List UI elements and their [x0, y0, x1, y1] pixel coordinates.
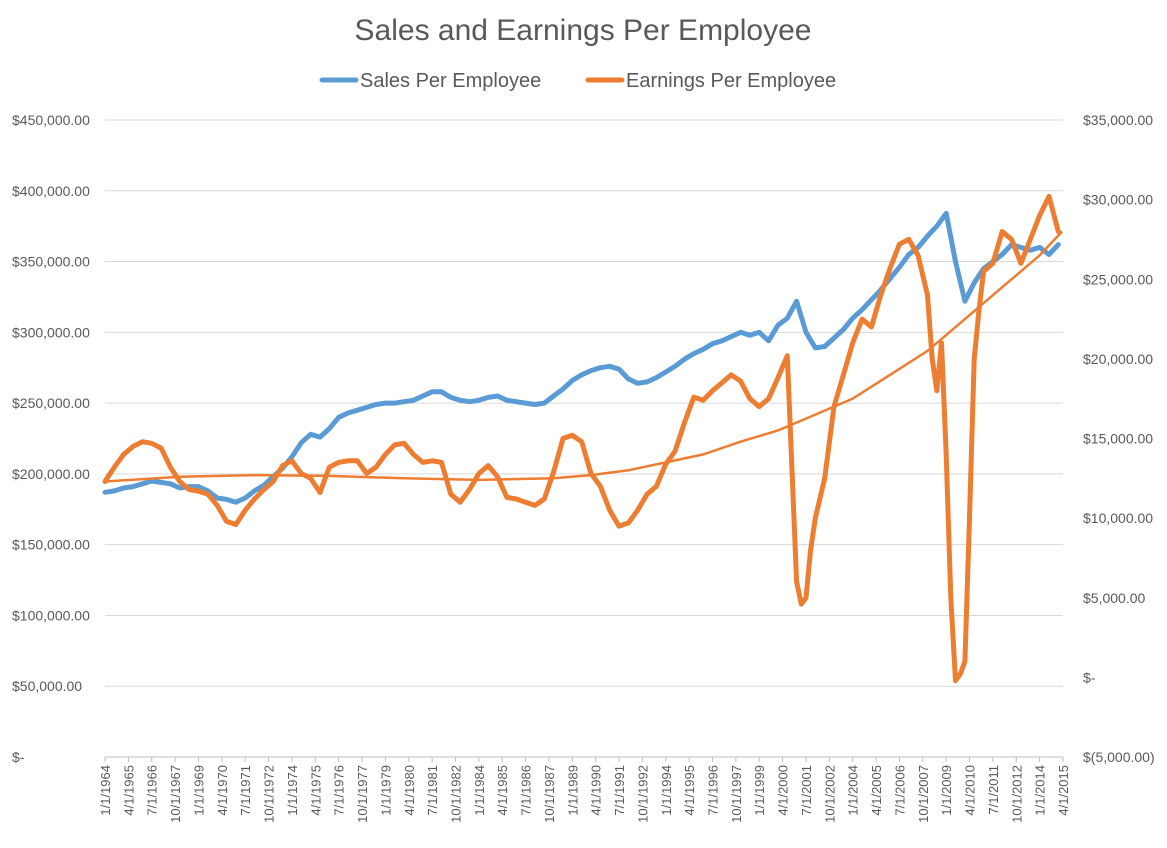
x-tick-label: 10/1/1982: [448, 765, 463, 823]
left-tick-label: $50,000.00: [12, 678, 82, 694]
x-tick-label: 7/1/1981: [425, 765, 440, 816]
x-tick-label: 7/1/2001: [799, 765, 814, 816]
right-tick-label: $-: [1083, 669, 1096, 685]
x-tick-label: 4/1/2015: [1056, 765, 1071, 816]
gridlines: [105, 119, 1063, 687]
left-tick-label: $100,000.00: [12, 607, 90, 623]
x-tick-label: 7/1/2011: [986, 765, 1001, 815]
x-tick-label: 1/1/1994: [659, 765, 674, 816]
x-tick-label: 10/1/1972: [262, 765, 277, 823]
x-tick-label: 4/1/1975: [308, 765, 323, 816]
left-tick-label: $300,000.00: [12, 324, 90, 340]
x-tick-label: 1/1/2004: [846, 765, 861, 816]
left-tick-label: $-: [12, 749, 25, 765]
x-tick-label: 7/1/1996: [706, 765, 721, 816]
x-tick-label: 1/1/1984: [472, 765, 487, 816]
x-tick-label: 10/1/1967: [168, 765, 183, 823]
x-tick-label: 10/1/2002: [822, 765, 837, 823]
series-line-earnings: [102, 193, 1061, 684]
right-tick-label: $15,000.00: [1083, 431, 1153, 447]
series-line-sales: [102, 210, 1061, 505]
x-tick-label: 1/1/2014: [1033, 765, 1048, 816]
x-tick-label: 4/1/2000: [776, 765, 791, 816]
x-tick-label: 10/1/2007: [916, 765, 931, 823]
right-tick-label: $5,000.00: [1083, 590, 1145, 606]
x-tick-label: 10/1/2012: [1009, 765, 1024, 823]
left-axis-ticks: $450,000.00 $400,000.00 $350,000.00 $300,00…: [12, 112, 90, 765]
x-tick-label: 7/1/1986: [519, 765, 534, 816]
right-tick-label: $10,000.00: [1083, 510, 1153, 526]
legend-label-earnings: Earnings Per Employee: [626, 70, 836, 92]
x-tick-label: 1/1/1974: [285, 765, 300, 816]
x-tick-label: 4/1/2005: [869, 765, 884, 816]
x-tick-label: 7/1/1976: [332, 765, 347, 816]
x-tick-label: 4/1/1985: [495, 765, 510, 816]
x-tick-label: 1/1/1979: [378, 765, 393, 816]
right-tick-label: $(5,000.00): [1083, 749, 1155, 765]
x-tick-label: 7/1/1991: [612, 765, 627, 816]
x-tick-label: 10/1/1992: [635, 765, 650, 823]
x-tick-label: 4/1/1965: [121, 765, 136, 816]
legend: Sales Per Employee Earnings Per Employee: [319, 70, 836, 92]
x-tick-label: 4/1/1995: [682, 765, 697, 816]
left-tick-label: $450,000.00: [12, 112, 90, 128]
x-tick-label: 7/1/1966: [145, 765, 160, 816]
x-tick-label: 10/1/1977: [355, 765, 370, 823]
series-layer: [102, 193, 1064, 684]
left-tick-label: $200,000.00: [12, 466, 90, 482]
x-tick-label: 1/1/2009: [939, 765, 954, 816]
x-tick-label: 4/1/1980: [402, 765, 417, 816]
x-tick-label: 7/1/2006: [892, 765, 907, 816]
x-tick-label: 1/1/1999: [752, 765, 767, 816]
right-tick-label: $30,000.00: [1083, 192, 1153, 208]
left-tick-label: $350,000.00: [12, 254, 90, 270]
x-tick-label: 1/1/1964: [98, 765, 113, 816]
left-tick-label: $400,000.00: [12, 183, 90, 199]
x-tick-label: 1/1/1989: [565, 765, 580, 816]
x-tick-label: 10/1/1987: [542, 765, 557, 823]
left-tick-label: $250,000.00: [12, 395, 90, 411]
x-tick-label: 4/1/2010: [963, 765, 978, 816]
x-tick-label: 7/1/1971: [238, 765, 253, 816]
right-tick-label: $25,000.00: [1083, 271, 1153, 287]
chart-title: Sales and Earnings Per Employee: [355, 14, 812, 47]
x-tick-label: 10/1/1997: [729, 765, 744, 823]
x-tick-label: 1/1/1969: [191, 765, 206, 816]
legend-label-sales: Sales Per Employee: [360, 70, 541, 92]
right-axis-ticks: $35,000.00 $30,000.00 $25,000.00 $20,000.00…: [1083, 112, 1155, 765]
earnings-trendline: [104, 230, 1064, 483]
x-axis-ticks: 1/1/1964 4/1/1965 7/1/1966 10/1/1967 1/1/196…: [98, 756, 1071, 823]
right-tick-label: $20,000.00: [1083, 351, 1153, 367]
x-tick-label: 4/1/1990: [589, 765, 604, 816]
left-tick-label: $150,000.00: [12, 537, 90, 553]
right-tick-label: $35,000.00: [1083, 112, 1153, 128]
x-tick-label: 4/1/1970: [215, 765, 230, 816]
